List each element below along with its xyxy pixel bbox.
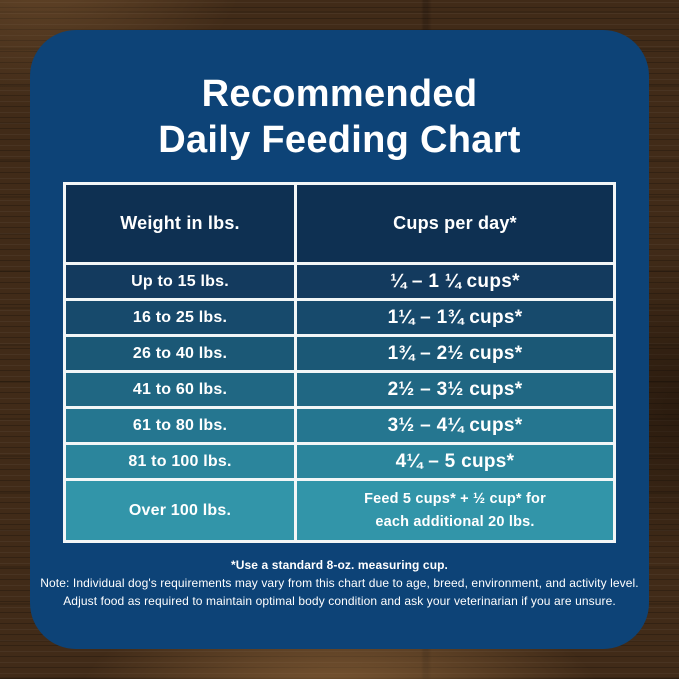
weight-cell: 16 to 25 lbs. [63,298,297,338]
cups-cell: 1¼ – 1¾ cups* [294,298,616,338]
weight-cell: 81 to 100 lbs. [63,442,297,482]
table-row: 26 to 40 lbs. 1¾ – 2½ cups* [63,334,616,374]
col-header-weight: Weight in lbs. [63,182,297,266]
feeding-chart-card: Recommended Daily Feeding Chart Weight in… [30,30,649,649]
table-row: 16 to 25 lbs. 1¼ – 1¾ cups* [63,298,616,338]
measuring-cup-footnote: *Use a standard 8-oz. measuring cup. [231,558,448,573]
col-header-cups: Cups per day* [294,182,616,266]
note-line-1: Note: Individual dog's requirements may … [40,576,639,591]
table-row: 81 to 100 lbs. 4¼ – 5 cups* [63,442,616,482]
weight-cell: 61 to 80 lbs. [63,406,297,446]
table-header-row: Weight in lbs. Cups per day* [63,182,616,266]
weight-cell: Over 100 lbs. [63,478,297,544]
footnotes: *Use a standard 8-oz. measuring cup. Not… [30,558,649,610]
weight-cell: 26 to 40 lbs. [63,334,297,374]
table-row: Over 100 lbs. Feed 5 cups* + ½ cup* for e… [63,478,616,544]
cups-cell: 3½ – 4¼ cups* [294,406,616,446]
page-title-line2: Daily Feeding Chart [158,118,521,161]
feeding-table-container: Weight in lbs. Cups per day* Up to 15 lb… [63,182,616,544]
cups-cell: 1¾ – 2½ cups* [294,334,616,374]
cups-cell: 4¼ – 5 cups* [294,442,616,482]
cups-cell: 2½ – 3½ cups* [294,370,616,410]
table-row: Up to 15 lbs. ¼ – 1 ¼ cups* [63,262,616,302]
note-line-2: Adjust food as required to maintain opti… [63,593,616,608]
table-row: 61 to 80 lbs. 3½ – 4¼ cups* [63,406,616,446]
weight-cell: Up to 15 lbs. [63,262,297,302]
page-title-line1: Recommended [201,73,478,115]
table-body: Up to 15 lbs. ¼ – 1 ¼ cups* 16 to 25 lbs. 1… [63,262,616,544]
table-row: 41 to 60 lbs. 2½ – 3½ cups* [63,370,616,410]
cups-cell: Feed 5 cups* + ½ cup* for each additiona… [294,478,616,544]
cups-cell: ¼ – 1 ¼ cups* [294,262,616,302]
feeding-table: Weight in lbs. Cups per day* Up to 15 lb… [63,182,616,544]
page-title: Recommended Daily Feeding Chart [30,30,649,163]
weight-cell: 41 to 60 lbs. [63,370,297,410]
